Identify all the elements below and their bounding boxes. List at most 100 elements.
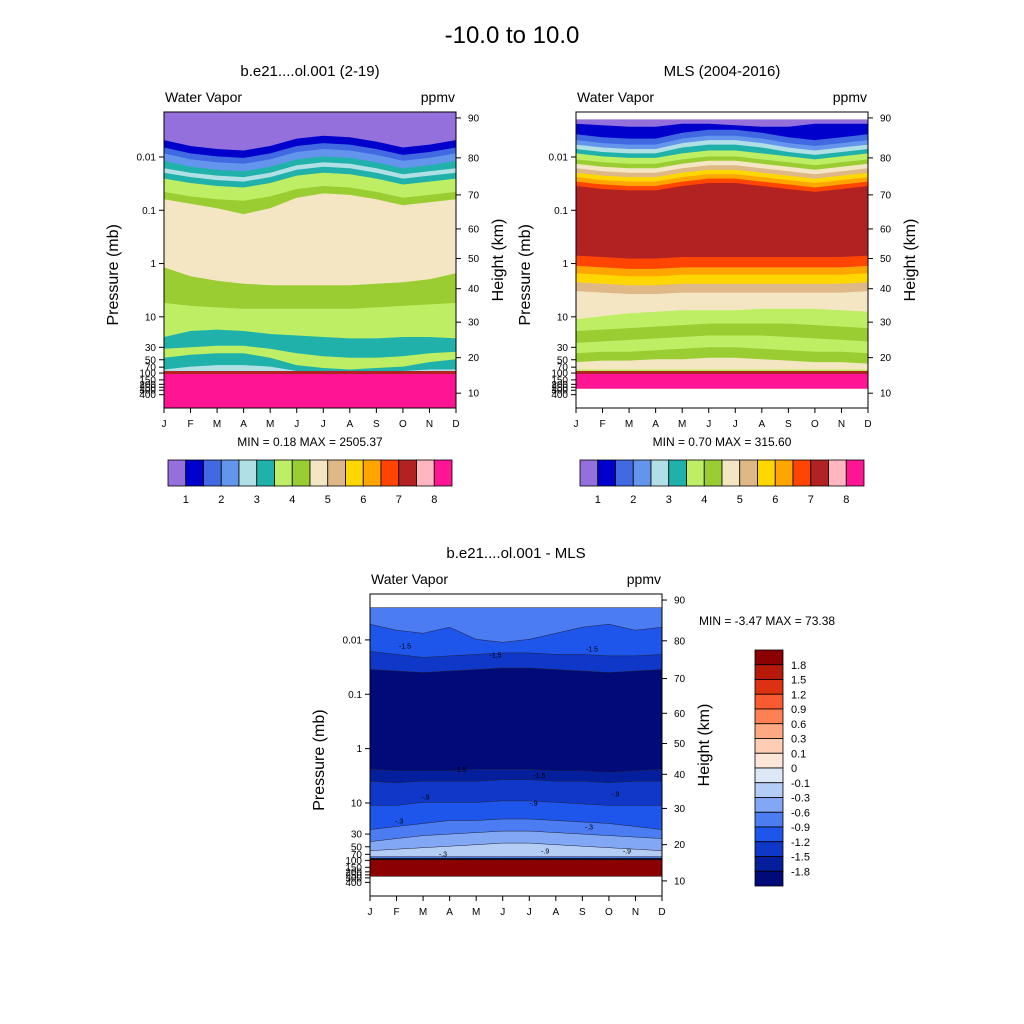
contour-label: -1.5 [586, 646, 598, 653]
colorbar-label: 0 [791, 763, 797, 775]
pressure-tick-label: 100 [551, 369, 568, 380]
month-tick-label: M [625, 419, 633, 430]
month-tick-label: D [452, 419, 459, 430]
colorbar-swatch [668, 459, 687, 487]
month-tick-label: D [864, 419, 871, 430]
y2-axis-title: Height (km) [490, 219, 507, 302]
colorbar-label: -0.6 [791, 807, 810, 819]
colorbar-swatch [754, 708, 784, 725]
month-tick-label: M [266, 419, 274, 430]
colorbar-swatch [754, 738, 784, 754]
colorbar-swatch [754, 856, 784, 872]
height-tick-label: 80 [880, 153, 892, 164]
height-tick-label: 20 [674, 840, 686, 851]
colorbar-swatch [238, 459, 258, 487]
colorbar-label: -1.8 [791, 866, 810, 878]
pressure-tick-label: 0.1 [554, 206, 568, 217]
quantity-label: Water Vapor [165, 89, 242, 105]
colorbar-swatch [754, 870, 784, 887]
height-tick-label: 50 [674, 739, 686, 750]
colorbar-label: -1.5 [791, 852, 810, 864]
month-tick-label: A [552, 907, 559, 918]
contour-label: -1.5 [490, 652, 502, 659]
colorbar-swatch [754, 752, 784, 769]
height-tick-label: 10 [674, 876, 686, 887]
colorbar-swatch [754, 693, 784, 710]
month-tick-label: O [399, 419, 407, 430]
contour-label: -.9 [611, 791, 619, 798]
units-label: ppmv [627, 571, 661, 587]
colorbar-label: 0.6 [791, 719, 806, 731]
colorbar-swatch [754, 679, 784, 695]
colorbar-label: 7 [808, 494, 814, 506]
colorbar-swatch [754, 811, 784, 828]
y2-axis-title: Height (km) [696, 704, 713, 787]
contour-label: -1.5 [533, 773, 545, 780]
colorbar-swatch [327, 459, 346, 487]
contour-label: -1.5 [454, 767, 466, 774]
colorbar-swatch [203, 459, 222, 487]
contour-label: -.3 [395, 819, 403, 826]
colorbar-swatch [754, 664, 784, 680]
pressure-tick-label: 30 [351, 830, 363, 841]
contour-label: -.9 [529, 800, 537, 807]
colorbar-label: 2 [630, 494, 636, 506]
month-tick-label: M [472, 907, 480, 918]
height-tick-label: 70 [880, 190, 892, 201]
pressure-tick-label: 150 [139, 375, 156, 386]
month-tick-label: J [162, 419, 167, 430]
contour-label: -1.5 [399, 643, 411, 650]
quantity-label: Water Vapor [371, 571, 448, 587]
colorbar-swatch [579, 459, 599, 487]
height-tick-label: 90 [468, 113, 480, 124]
colorbar-label: 7 [396, 494, 402, 506]
plot-frame [163, 111, 457, 409]
pressure-tick-label: 400 [139, 390, 156, 401]
plot-area [370, 594, 662, 896]
colorbar-label: 6 [360, 494, 366, 506]
colorbar-swatch [615, 459, 634, 487]
colorbar-label: -0.9 [791, 822, 810, 834]
pressure-tick-label: 0.1 [348, 690, 362, 701]
colorbar-label: 0.1 [791, 748, 806, 760]
colorbar-swatch [380, 459, 400, 487]
pressure-tick-label: 0.01 [549, 152, 569, 163]
height-tick-label: 20 [880, 353, 892, 364]
colorbar-swatch [754, 797, 784, 813]
panel-model: b.e21....ol.001 (2-19) Water Vapor ppmv J F M… [105, 63, 507, 506]
units-label: ppmv [421, 89, 455, 105]
pressure-tick-label: 30 [557, 343, 569, 354]
pressure-tick-label: 50 [145, 355, 157, 366]
pressure-tick-label: 10 [351, 798, 363, 809]
colorbar-label: 5 [325, 494, 331, 506]
height-tick-label: 30 [880, 318, 892, 329]
height-tick-label: 50 [880, 254, 892, 265]
month-tick-label: M [419, 907, 427, 918]
y-axis-title: Pressure (mb) [311, 709, 328, 810]
height-tick-label: 10 [880, 389, 892, 400]
colorbar-swatch [828, 459, 847, 487]
month-tick-label: J [368, 907, 373, 918]
month-tick-label: J [321, 419, 326, 430]
colorbar-swatch [632, 459, 652, 487]
colorbar-swatch [309, 459, 329, 487]
pressure-tick-label: 250 [139, 383, 156, 394]
month-tick-label: S [785, 419, 792, 430]
month-tick-label: F [187, 419, 193, 430]
colorbar-label: 3 [254, 494, 260, 506]
units-label: ppmv [833, 89, 867, 105]
colorbar-label: 4 [289, 494, 295, 506]
height-tick-label: 90 [880, 113, 892, 124]
month-tick-label: J [706, 419, 711, 430]
plot-area [164, 112, 456, 408]
height-tick-label: 80 [674, 636, 686, 647]
panel-title: b.e21....ol.001 (2-19) [240, 63, 379, 80]
y-axis-title: Pressure (mb) [517, 224, 534, 325]
colorbar-swatch [274, 459, 293, 487]
height-tick-label: 80 [468, 153, 480, 164]
pressure-tick-label: 1 [562, 259, 568, 270]
plot-frame [369, 593, 663, 897]
month-tick-label: M [213, 419, 221, 430]
colorbar-swatch [774, 459, 794, 487]
quantity-label: Water Vapor [577, 89, 654, 105]
